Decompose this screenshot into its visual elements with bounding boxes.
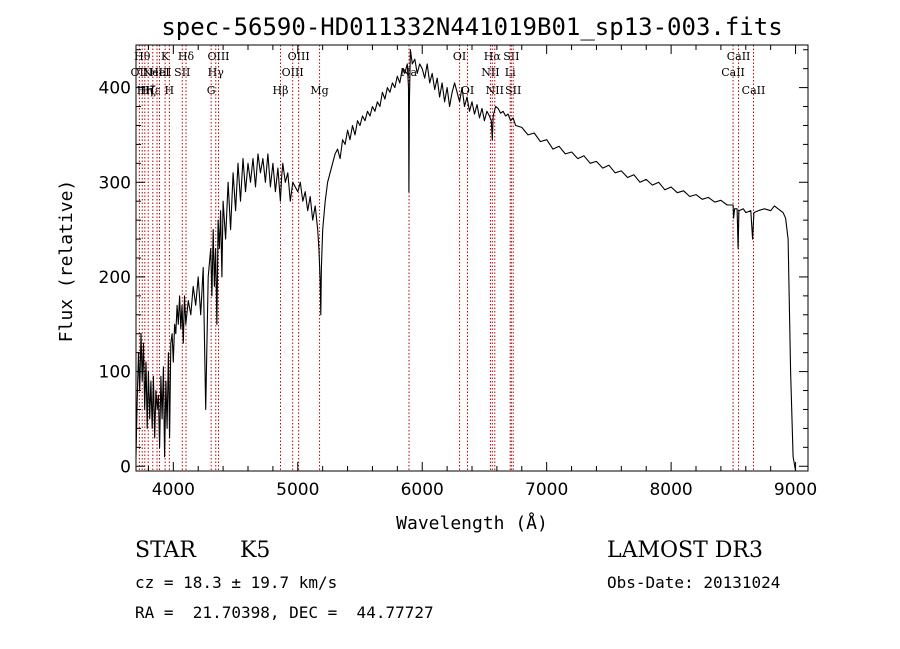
spectral-line-label: Mg bbox=[310, 84, 328, 97]
object-class: STAR bbox=[135, 538, 196, 563]
y-tick-label: 200 bbox=[99, 268, 131, 288]
redshift-text: cz = 18.3 ± 19.7 km/s bbox=[135, 573, 338, 592]
spectral-line-label: SII bbox=[503, 50, 519, 63]
spectral-line-label: Hγ bbox=[208, 66, 225, 79]
spectral-line-label: SII bbox=[174, 66, 190, 79]
spectral-line-label: CaII bbox=[727, 50, 751, 63]
spectral-line-label: OI bbox=[461, 84, 474, 97]
x-tick-label: 6000 bbox=[401, 480, 444, 500]
spectral-line-label: NeIII bbox=[142, 66, 171, 79]
spectral-line-label: HeI bbox=[149, 66, 169, 79]
spectral-line-label: OIII bbox=[207, 50, 229, 63]
spectral-line-label: Li bbox=[505, 66, 516, 79]
spectral-line-label: NII bbox=[481, 66, 499, 79]
x-axis-label: Wavelength (Å) bbox=[396, 512, 548, 534]
spectral-line-label: G bbox=[207, 84, 216, 97]
spectral-line-label: CaII bbox=[721, 66, 745, 79]
object-subclass: K5 bbox=[240, 538, 271, 563]
spectral-line-label: K bbox=[161, 50, 170, 63]
spectral-line-label: Na bbox=[401, 66, 418, 79]
chart-title: spec-56590-HD011332N441019B01_sp13-003.f… bbox=[161, 13, 782, 41]
spectral-line-label: Hθ bbox=[134, 50, 151, 63]
spectrum-series-line bbox=[135, 49, 797, 472]
radec-text: RA = 21.70398, DEC = 44.77727 bbox=[135, 603, 434, 622]
plot-frame bbox=[135, 44, 809, 472]
spectral-line-label: SII bbox=[505, 84, 521, 97]
x-tick-label: 4000 bbox=[152, 480, 195, 500]
spectral-line-label: NII bbox=[486, 84, 504, 97]
survey-label: LAMOST DR3 bbox=[607, 538, 763, 563]
spectral-line-label: CaII bbox=[742, 84, 766, 97]
spectral-line-label: OI bbox=[453, 50, 466, 63]
y-tick-label: 300 bbox=[99, 173, 131, 193]
y-axis-label: Flux (relative) bbox=[56, 180, 77, 343]
spectral-line-label: OIII bbox=[282, 66, 304, 79]
spectral-line-label: Hε bbox=[145, 84, 161, 97]
x-tick-label: 9000 bbox=[774, 480, 817, 500]
spectral-line-label: OII bbox=[131, 66, 149, 79]
spectral-line-label: OIII bbox=[288, 50, 310, 63]
obs-date-text: Obs-Date: 20131024 bbox=[607, 573, 781, 592]
spectral-line-label: H bbox=[165, 84, 175, 97]
y-tick-label: 400 bbox=[99, 79, 131, 99]
plot-area: OIIHθHηHζHεNeIIIHeIKHSIIHδGHγOIIIHβOIIIO… bbox=[99, 44, 817, 500]
y-tick-label: 100 bbox=[99, 363, 131, 383]
x-tick-label: 7000 bbox=[525, 480, 568, 500]
x-tick-label: 5000 bbox=[276, 480, 319, 500]
spectral-line-label: Hβ bbox=[273, 84, 289, 97]
spectral-line-label: Hδ bbox=[178, 50, 195, 63]
x-tick-label: 8000 bbox=[649, 480, 692, 500]
y-tick-label: 0 bbox=[120, 457, 131, 477]
spectral-line-label: Hα bbox=[484, 50, 502, 63]
